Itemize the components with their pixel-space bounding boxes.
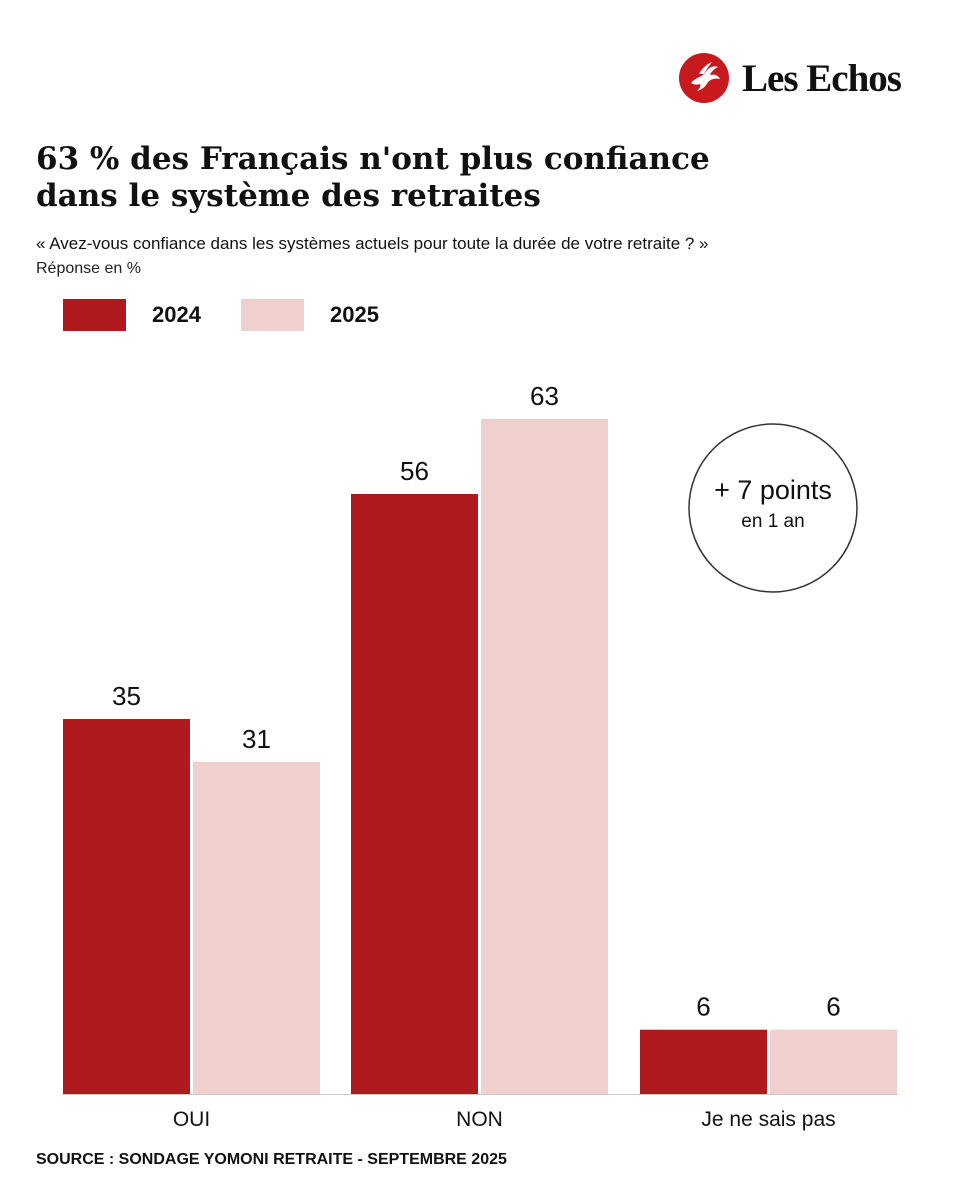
- annotation-sub: en 1 an: [741, 511, 804, 532]
- bar-oui-2024: [63, 719, 190, 1094]
- bar-value-label-non-2025: 63: [530, 381, 559, 411]
- bar-je-ne-sais-pas-2025: [770, 1029, 897, 1094]
- category-label-je-ne-sais-pas: Je ne sais pas: [701, 1108, 835, 1131]
- annotation-circle: [688, 423, 858, 593]
- bar-value-label-oui-2024: 35: [112, 681, 141, 711]
- bar-je-ne-sais-pas-2024: [640, 1029, 767, 1094]
- unit-note: Réponse en %: [36, 260, 141, 277]
- bar-value-label-non-2024: 56: [400, 456, 429, 486]
- chart-title: 63 % des Français n'ont plus confiance d…: [36, 141, 756, 215]
- bar-value-label-oui-2025: 31: [242, 724, 271, 754]
- annotation-main: + 7 points: [714, 475, 832, 505]
- category-label-oui: OUI: [173, 1108, 210, 1131]
- bar-value-label-je-ne-sais-pas-2025: 6: [826, 992, 840, 1022]
- bar-non-2025: [481, 419, 608, 1094]
- chart-title-line-1: 63 % des Français n'ont plus confiance: [36, 141, 710, 177]
- brand-logo: Les Echos: [678, 52, 902, 104]
- bar-oui-2025: [193, 761, 320, 1094]
- survey-question: « Avez-vous confiance dans les systèmes …: [36, 234, 709, 253]
- legend-swatch-2025: [241, 299, 304, 331]
- source-note: SOURCE : SONDAGE YOMONI RETRAITE - SEPTE…: [36, 1151, 507, 1168]
- annotation-callout: + 7 points en 1 an: [688, 423, 858, 593]
- legend-label-2025: 2025: [330, 302, 379, 327]
- legend-item-2024: 2024: [63, 299, 201, 331]
- brand-name: Les Echos: [742, 56, 902, 100]
- chart-title-line-2: dans le système des retraites: [36, 178, 541, 214]
- bar-value-label-je-ne-sais-pas-2024: 6: [696, 992, 710, 1022]
- legend-label-2024: 2024: [152, 302, 201, 327]
- legend-item-2025: 2025: [241, 299, 379, 331]
- legend-swatch-2024: [63, 299, 126, 331]
- pegasus-icon: [679, 53, 729, 103]
- category-label-non: NON: [456, 1108, 503, 1131]
- bar-non-2024: [351, 494, 478, 1094]
